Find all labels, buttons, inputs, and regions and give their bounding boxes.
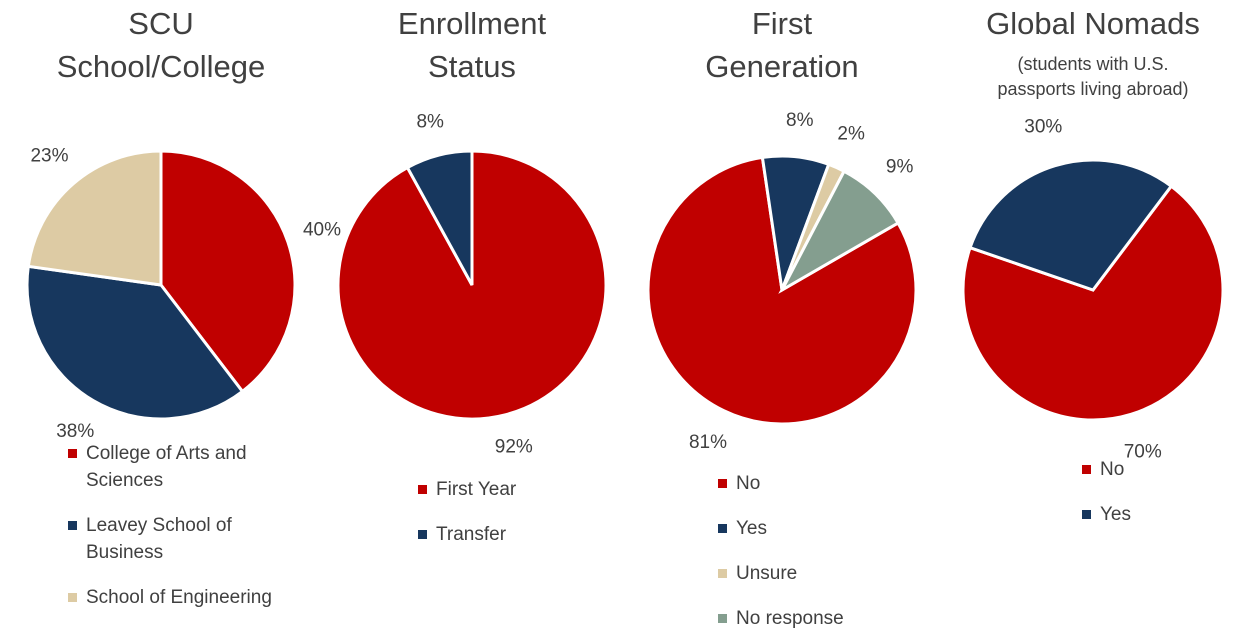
legend-swatch	[68, 593, 77, 602]
legend-label: No response	[736, 608, 844, 629]
legend-item: First Year	[418, 476, 638, 503]
chart-title: First Generation	[705, 6, 859, 84]
legend-item: College of Arts and Sciences	[68, 440, 288, 494]
pie-slice	[968, 158, 1174, 292]
pie-slice	[25, 264, 245, 421]
legend-swatch	[68, 449, 77, 458]
chart-title: SCU School/College	[56, 6, 266, 84]
legend-item: No	[718, 470, 938, 497]
pie-slice	[778, 169, 901, 294]
legend-item: Unsure	[718, 560, 938, 587]
legend-item: School of Engineering	[68, 584, 288, 611]
data-label: 2%	[837, 124, 865, 145]
chart-subtitle: (students with U.S. passports living abr…	[997, 54, 1189, 99]
legend-item: Yes	[1082, 501, 1233, 528]
legend-item: No response	[718, 605, 938, 631]
legend-label: First Year	[436, 479, 517, 500]
data-label: 81%	[689, 432, 727, 453]
legend: No Yes Unsure No response	[718, 470, 938, 631]
legend-label: Yes	[1100, 504, 1131, 525]
data-label: 8%	[416, 111, 444, 132]
legend-swatch	[718, 524, 727, 533]
data-label: 8%	[786, 110, 814, 131]
legend-swatch	[68, 521, 77, 530]
legend-swatch	[1082, 465, 1091, 474]
legend-label: School of Engineering	[86, 587, 272, 608]
legend-swatch	[718, 569, 727, 578]
legend-item: Leavey School of Business	[68, 512, 288, 566]
data-label: 92%	[495, 437, 533, 458]
legend-label: Leavey School of Business	[86, 515, 232, 563]
data-label: 70%	[1124, 442, 1162, 463]
pie-slice	[26, 149, 163, 287]
pie-slice	[961, 184, 1225, 422]
pie-slice	[405, 149, 474, 286]
legend-swatch	[1082, 510, 1091, 519]
pie-slice	[159, 149, 297, 394]
legend-label: Yes	[736, 518, 767, 539]
legend: No Yes	[1082, 456, 1233, 546]
chart-title: Enrollment Status	[397, 6, 547, 84]
legend-label: No	[736, 473, 761, 494]
legend-swatch	[718, 479, 727, 488]
legend-label: No	[1100, 459, 1125, 480]
data-label: 38%	[56, 421, 94, 442]
legend: First Year Transfer	[418, 476, 638, 566]
legend-label: College of Arts and Sciences	[86, 443, 247, 491]
legend-label: Transfer	[436, 524, 507, 545]
data-label: 30%	[1024, 116, 1062, 137]
data-label: 9%	[886, 156, 914, 177]
chart-title: Global Nomads	[986, 6, 1200, 41]
legend-swatch	[718, 614, 727, 623]
legend-swatch	[418, 530, 427, 539]
legend-label: Unsure	[736, 563, 798, 584]
legend-swatch	[418, 485, 427, 494]
data-label: 40%	[303, 219, 341, 240]
data-label: 23%	[30, 146, 68, 167]
legend-item: No	[1082, 456, 1233, 483]
legend-item: Yes	[718, 515, 938, 542]
legend: College of Arts and Sciences Leavey Schoo…	[68, 440, 288, 629]
legend-item: Transfer	[418, 521, 638, 548]
